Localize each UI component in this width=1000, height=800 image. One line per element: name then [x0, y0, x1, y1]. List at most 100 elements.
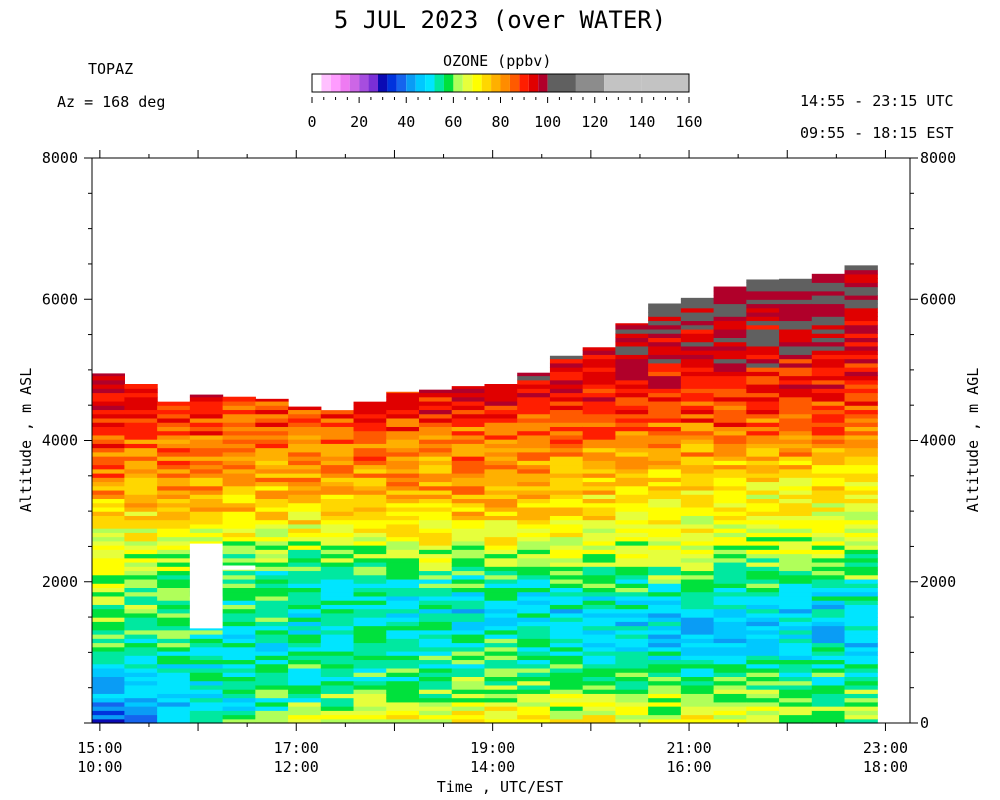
ozone-cell — [484, 472, 518, 478]
ozone-cell — [779, 515, 813, 521]
colorbar-tick-label: 0 — [307, 113, 316, 131]
ozone-cell — [779, 392, 813, 398]
ozone-cell — [811, 324, 846, 330]
ozone-cell — [680, 345, 715, 351]
ozone-cell — [549, 672, 584, 677]
ozone-cell — [451, 659, 486, 665]
ozone-cell — [779, 625, 813, 631]
ozone-cell — [844, 405, 878, 411]
ozone-cell — [91, 706, 125, 711]
ozone-cell — [353, 405, 387, 411]
ozone-cell — [157, 591, 191, 597]
ozone-cell — [386, 680, 420, 686]
ozone-cell — [779, 417, 813, 423]
ozone-cell — [811, 468, 846, 474]
ozone-cell — [680, 600, 715, 605]
time-range-utc: 14:55 - 23:15 UTC — [800, 92, 954, 110]
ozone-cell — [255, 570, 289, 576]
colorbar-bin — [453, 74, 463, 92]
ozone-cell — [811, 617, 846, 622]
ozone-cell — [680, 468, 715, 474]
ozone-cell — [451, 545, 486, 550]
ozone-cell — [419, 434, 453, 440]
ozone-cell — [549, 362, 584, 368]
ozone-cell — [844, 498, 878, 504]
ozone-cell — [484, 714, 518, 720]
ozone-cell — [779, 299, 813, 305]
ozone-cell — [680, 502, 715, 508]
ozone-cell — [582, 676, 616, 682]
ozone-cell — [91, 655, 125, 661]
ozone-cell — [484, 600, 518, 605]
ozone-cell — [91, 422, 125, 427]
ozone-cell — [680, 701, 715, 707]
ozone-cell — [222, 417, 256, 423]
ozone-cell — [451, 561, 486, 567]
ozone-cell — [582, 557, 616, 563]
ozone-cell — [419, 587, 453, 593]
ozone-cell — [386, 710, 420, 716]
profile-column — [615, 323, 649, 724]
profile-column — [451, 386, 486, 724]
ozone-cell — [713, 468, 747, 474]
ozone-cell — [157, 587, 191, 593]
ozone-cell — [844, 464, 878, 470]
ozone-cell — [353, 515, 387, 521]
ozone-cell — [844, 549, 878, 555]
ozone-cell — [222, 706, 256, 711]
ozone-cell — [353, 684, 387, 690]
ozone-cell — [451, 684, 486, 690]
ozone-cell — [615, 718, 649, 724]
ozone-cell — [549, 638, 584, 644]
ozone-cell — [386, 392, 420, 398]
ozone-cell — [844, 311, 878, 317]
ozone-cell — [320, 434, 355, 440]
ozone-cell — [189, 523, 224, 529]
ozone-cell — [746, 405, 780, 411]
ozone-cell — [157, 617, 191, 622]
ozone-cell — [746, 701, 780, 707]
chart-title: 5 JUL 2023 (over WATER) — [333, 6, 667, 34]
ozone-cell — [517, 388, 551, 394]
ozone-cell — [811, 604, 846, 610]
ozone-cell — [222, 485, 256, 491]
ozone-cell — [353, 523, 387, 529]
ozone-cell — [288, 472, 322, 478]
ozone-cell — [124, 443, 158, 449]
ozone-cell — [451, 574, 486, 580]
ozone-cell — [451, 612, 486, 618]
ozone-cell — [844, 557, 878, 563]
ozone-cell — [91, 718, 125, 724]
ozone-cell — [451, 451, 486, 457]
colorbar-bin — [359, 74, 369, 92]
ozone-cell — [419, 422, 453, 427]
ozone-cell — [713, 650, 747, 656]
ozone-cell — [648, 417, 682, 423]
ozone-cell — [779, 350, 813, 355]
ozone-cell — [157, 540, 191, 546]
ozone-cell — [713, 591, 747, 597]
ozone-cell — [91, 532, 125, 538]
ozone-cell — [386, 417, 420, 423]
ozone-cell — [189, 689, 224, 694]
ozone-cell — [91, 434, 125, 440]
ozone-cell — [811, 523, 846, 529]
ozone-cell — [680, 413, 715, 419]
ozone-cell — [484, 663, 518, 669]
ozone-cell — [124, 566, 158, 572]
ozone-cell — [648, 655, 682, 661]
ozone-cell — [288, 557, 322, 563]
ozone-cell — [746, 489, 780, 495]
ozone-cell — [680, 422, 715, 427]
ozone-cell — [713, 566, 747, 572]
ozone-cell — [648, 430, 682, 436]
ozone-cell — [811, 519, 846, 525]
ozone-cell — [353, 456, 387, 461]
ozone-cell — [844, 350, 878, 355]
ozone-cell — [746, 384, 780, 389]
ozone-cell — [386, 409, 420, 415]
ozone-cell — [713, 701, 747, 707]
colorbar-bin — [472, 74, 482, 92]
ozone-cell — [484, 676, 518, 682]
ozone-cell — [189, 396, 224, 402]
